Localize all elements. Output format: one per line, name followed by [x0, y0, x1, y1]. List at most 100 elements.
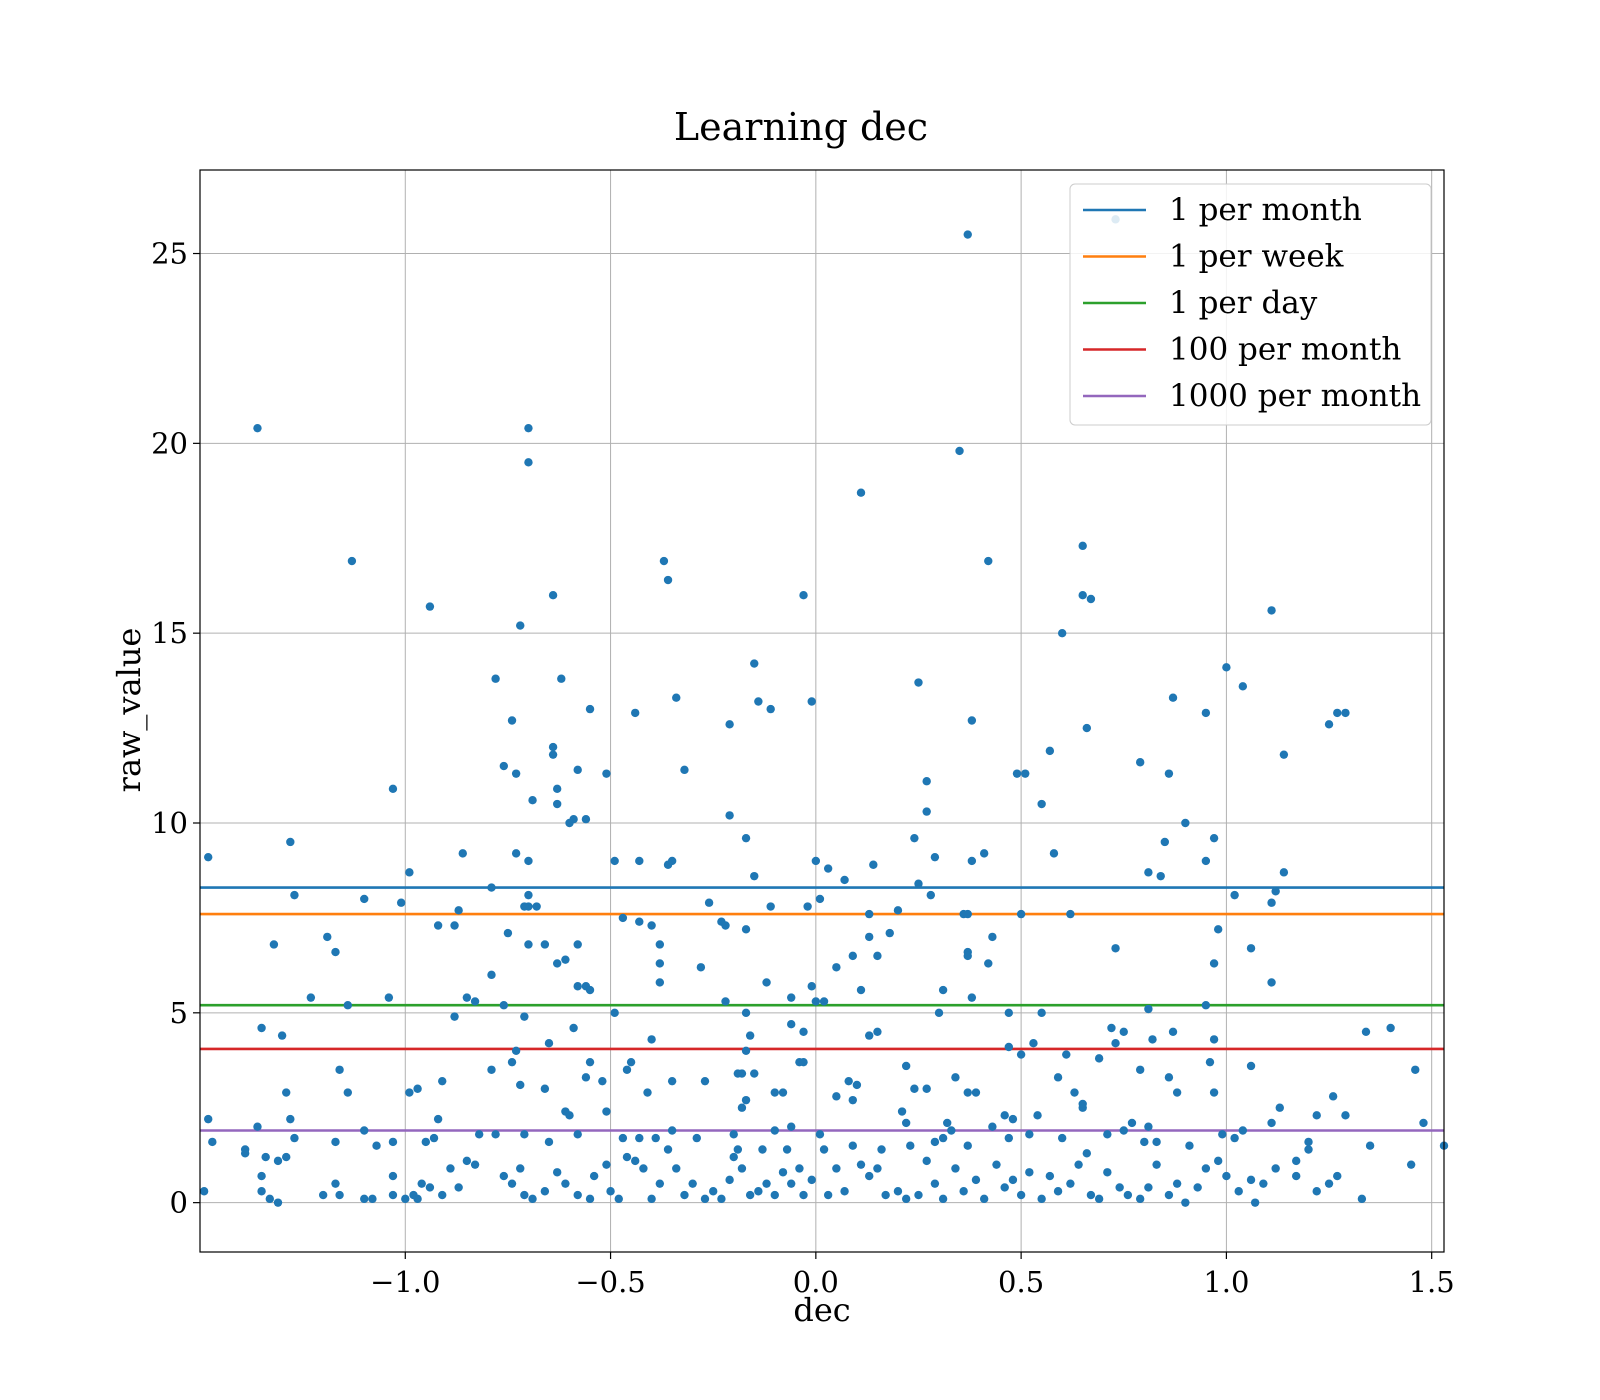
x-tick-label: 1.5 — [1409, 1265, 1455, 1299]
data-point — [787, 993, 796, 1002]
y-tick-label: 10 — [151, 806, 188, 840]
data-point — [511, 769, 521, 778]
data-point — [667, 856, 677, 866]
data-point — [540, 1187, 550, 1196]
data-point — [470, 1160, 480, 1169]
data-point — [331, 947, 340, 957]
chart-title: Learning dec — [674, 105, 928, 149]
data-point — [1238, 682, 1248, 691]
data-point — [520, 1130, 529, 1139]
data-point — [474, 1130, 484, 1139]
data-point — [347, 556, 357, 566]
data-point — [672, 693, 681, 702]
data-point — [811, 997, 821, 1006]
data-point — [1406, 1160, 1416, 1169]
data-point — [1181, 1198, 1190, 1207]
data-point — [544, 1038, 554, 1048]
data-point — [1049, 849, 1059, 858]
data-point — [372, 1141, 381, 1150]
data-point — [1078, 541, 1087, 551]
data-point — [1082, 723, 1092, 733]
data-point — [335, 1065, 344, 1074]
data-point — [199, 1187, 209, 1196]
data-point — [413, 1084, 422, 1093]
data-point — [1086, 594, 1096, 604]
data-point — [511, 1046, 521, 1055]
data-point — [1222, 1171, 1231, 1181]
data-point — [273, 1198, 283, 1207]
data-point — [930, 1137, 940, 1147]
data-point — [487, 883, 496, 892]
data-point — [1148, 1035, 1157, 1044]
data-point — [848, 951, 857, 961]
data-point — [963, 951, 972, 961]
data-point — [462, 1156, 472, 1166]
data-point — [721, 921, 730, 930]
data-point — [544, 1137, 554, 1147]
data-point — [865, 1031, 874, 1040]
data-point — [770, 1190, 779, 1200]
data-point — [963, 1141, 972, 1150]
data-point — [1312, 1111, 1321, 1120]
data-point — [548, 742, 558, 752]
data-point — [1250, 1198, 1260, 1207]
data-point — [1246, 1175, 1256, 1185]
data-point — [787, 1179, 796, 1188]
data-point — [885, 928, 894, 938]
data-point — [1328, 1092, 1338, 1101]
data-point — [1094, 1054, 1104, 1063]
data-point — [865, 932, 874, 942]
data-point — [799, 1057, 808, 1067]
data-point — [709, 1187, 718, 1196]
data-point — [286, 1114, 295, 1124]
data-point — [565, 1111, 574, 1120]
data-point — [1004, 1042, 1014, 1052]
data-point — [963, 909, 972, 919]
data-point — [1066, 909, 1075, 919]
data-point — [1333, 1171, 1342, 1181]
data-point — [811, 856, 821, 866]
data-point — [643, 1088, 652, 1097]
data-point — [1103, 1168, 1112, 1177]
data-point — [585, 704, 595, 714]
data-point — [1193, 1183, 1202, 1192]
data-point — [922, 1084, 931, 1093]
data-point — [548, 750, 558, 759]
data-point — [524, 423, 533, 433]
legend-label: 1000 per month — [1169, 378, 1421, 414]
data-point — [1386, 1023, 1395, 1033]
data-point — [778, 1088, 788, 1097]
data-point — [1168, 693, 1178, 702]
data-point — [741, 1046, 751, 1055]
data-point — [1168, 1027, 1178, 1037]
data-point — [569, 1023, 578, 1033]
data-point — [766, 902, 775, 911]
data-point — [520, 1190, 529, 1200]
data-point — [1021, 769, 1030, 778]
data-point — [979, 849, 989, 858]
data-point — [1324, 1179, 1334, 1188]
data-point — [335, 1190, 344, 1200]
data-point — [750, 659, 759, 668]
data-point — [856, 488, 866, 497]
data-point — [573, 940, 582, 949]
data-point — [663, 1145, 673, 1154]
data-point — [528, 1194, 537, 1204]
data-point — [204, 852, 213, 862]
data-point — [930, 1179, 940, 1188]
data-point — [692, 1133, 701, 1143]
data-point — [1078, 591, 1087, 600]
data-point — [750, 871, 759, 881]
data-point — [388, 784, 398, 794]
data-point — [1324, 720, 1334, 729]
data-point — [548, 591, 558, 600]
data-point — [204, 1114, 213, 1124]
data-point — [635, 1133, 644, 1143]
data-point — [725, 1175, 734, 1185]
data-point — [524, 856, 533, 866]
data-point — [639, 1164, 648, 1173]
data-point — [922, 1156, 931, 1166]
y-tick-label: 25 — [151, 237, 188, 271]
data-point — [901, 1194, 911, 1204]
data-point — [680, 765, 689, 775]
